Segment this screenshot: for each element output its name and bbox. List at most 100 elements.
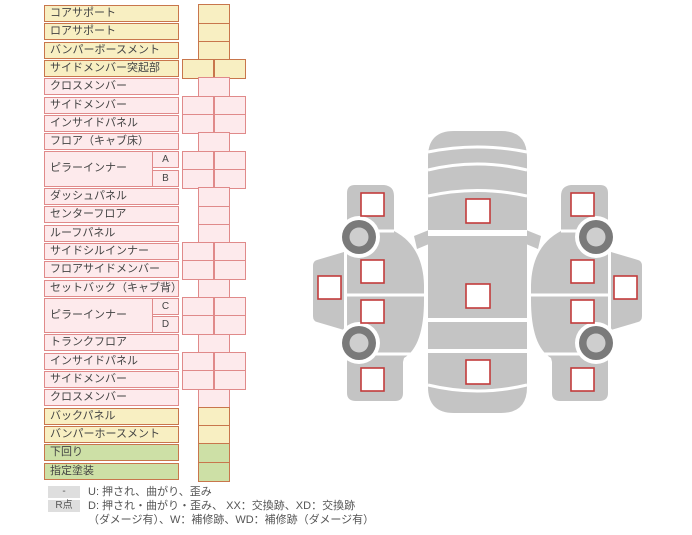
part-row: フロア（キャブ床） [44,132,249,153]
damage-code-box-center[interactable] [198,77,230,98]
damage-code-box-center[interactable] [198,333,230,354]
legend-line: （ダメージ有）、W：補修跡、WD：補修跡（ダメージ有） [48,514,648,528]
damage-code-box-right[interactable] [213,370,246,391]
bumper-separator [427,145,528,154]
damage-code-box-right[interactable] [213,95,246,116]
legend-text: D: 押され・曲がり・歪み、 XX：交換跡、XD：交換跡 [88,500,356,512]
damage-code-box-center[interactable] [198,443,230,464]
damage-code-box-center[interactable] [198,22,230,43]
damage-code-box-left[interactable] [182,95,214,116]
part-row: サイドメンバー突起部 [44,59,249,79]
left-side-view [313,185,424,401]
part-label: ダッシュパネル [44,188,179,205]
damage-code-box-left[interactable] [182,297,214,317]
part-row: ロアサポート [44,22,249,43]
damage-code-box-right[interactable] [213,315,246,336]
damage-code-box-center[interactable] [198,187,230,208]
damage-code-box-center[interactable] [198,40,230,61]
damage-code-box-left[interactable] [182,114,214,134]
part-row: 下回り [44,443,249,464]
damage-code-box-left[interactable] [182,351,214,372]
damage-code-box-right[interactable] [213,59,246,79]
damage-code-box-center[interactable] [198,388,230,409]
rear-wheel [338,322,380,364]
part-row: クロスメンバー [44,77,249,98]
damage-code-box-center[interactable] [198,406,230,427]
part-row: セットバック（キャブ背） [44,278,249,299]
damage-code-box-right[interactable] [213,114,246,134]
damage-code-box-left[interactable] [182,242,214,262]
part-label: フロア（キャブ床） [44,133,179,151]
damage-code-box-right[interactable] [213,242,246,262]
front-panel-separator [427,162,528,172]
damage-code-box-right[interactable] [213,351,246,372]
damage-marker-right-roof-side[interactable] [613,275,638,300]
part-row: クロスメンバー [44,388,249,409]
damage-code-box-left[interactable] [182,59,214,79]
damage-marker-left-fender[interactable] [360,192,385,217]
part-row: インサイドパネル [44,114,249,134]
part-label: バックパネル [44,407,179,425]
damage-marker-right-fender[interactable] [570,192,595,217]
damage-code-box-right[interactable] [213,260,246,281]
part-label: ロアサポート [44,23,179,41]
pillar-sub-label-D: D [152,316,179,334]
left-mirror [414,230,429,249]
part-label: サイドメンバー [44,96,179,114]
legend-text: （ダメージ有）、W：補修跡、WD：補修跡（ダメージ有） [88,514,375,526]
damage-code-box-center[interactable] [198,205,230,226]
part-row: サイドメンバー [44,95,249,116]
damage-marker-left-roof-side[interactable] [317,275,342,300]
part-label: 指定塗装 [44,462,179,480]
damage-code-box-left[interactable] [182,315,214,336]
damage-code-box-center[interactable] [198,461,230,482]
parts-table: コアサポート ロアサポート バンパーボースメント サイドメンバー突起部 クロスメンバーサ… [44,4,249,485]
damage-marker-left-quarter[interactable] [360,367,385,392]
part-label: クロスメンバー [44,389,179,407]
part-row: サイドシルインナー [44,242,249,262]
part-row: バックパネル [44,406,249,427]
damage-marker-right-quarter[interactable] [570,367,595,392]
legend-text: U: 押され、曲がり、歪み [88,486,212,498]
part-label: サイドシルインナー [44,242,179,260]
damage-marker-left-front-door[interactable] [360,259,385,284]
part-row: フロアサイドメンバー [44,260,249,281]
part-label: 下回り [44,444,179,462]
part-row: ピラーインナー C D [44,297,249,336]
part-label: センターフロア [44,206,179,224]
damage-marker-right-front-door[interactable] [570,259,595,284]
part-label: ルーフパネル [44,224,179,242]
pillar-sub-label-B: B [152,169,179,187]
damage-marker-right-rear-door[interactable] [570,299,595,324]
part-label: ピラーインナー [44,151,153,187]
damage-code-box-left[interactable] [182,260,214,281]
damage-code-box-right[interactable] [213,150,246,171]
damage-code-box-center[interactable] [198,223,230,244]
part-label: サイドメンバー [44,371,179,388]
damage-code-box-right[interactable] [213,297,246,317]
damage-code-box-center[interactable] [198,4,230,25]
car-diagram [313,131,644,413]
damage-marker-trunk[interactable] [465,359,491,385]
part-row: センターフロア [44,205,249,226]
damage-code-box-left[interactable] [182,150,214,171]
damage-code-box-center[interactable] [198,425,230,445]
part-label: インサイドパネル [44,114,179,132]
part-row: ピラーインナー A B [44,150,249,189]
part-label: インサイドパネル [44,352,179,370]
legend-marker-dash: - [48,486,80,498]
damage-code-box-right[interactable] [213,168,246,189]
damage-code-box-center[interactable] [198,132,230,153]
damage-code-box-center[interactable] [198,278,230,299]
damage-marker-roof[interactable] [465,283,491,309]
part-row: サイドメンバー [44,370,249,391]
pillar-sub-label-A: A [152,151,179,169]
damage-code-box-left[interactable] [182,168,214,189]
part-label: セットバック（キャブ背） [44,279,179,297]
damage-marker-hood[interactable] [465,198,491,224]
part-label: ピラーインナー [44,297,153,334]
part-row: インサイドパネル [44,351,249,372]
damage-code-box-left[interactable] [182,370,214,391]
damage-marker-left-rear-door[interactable] [360,299,385,324]
part-row: トランクフロア [44,333,249,354]
